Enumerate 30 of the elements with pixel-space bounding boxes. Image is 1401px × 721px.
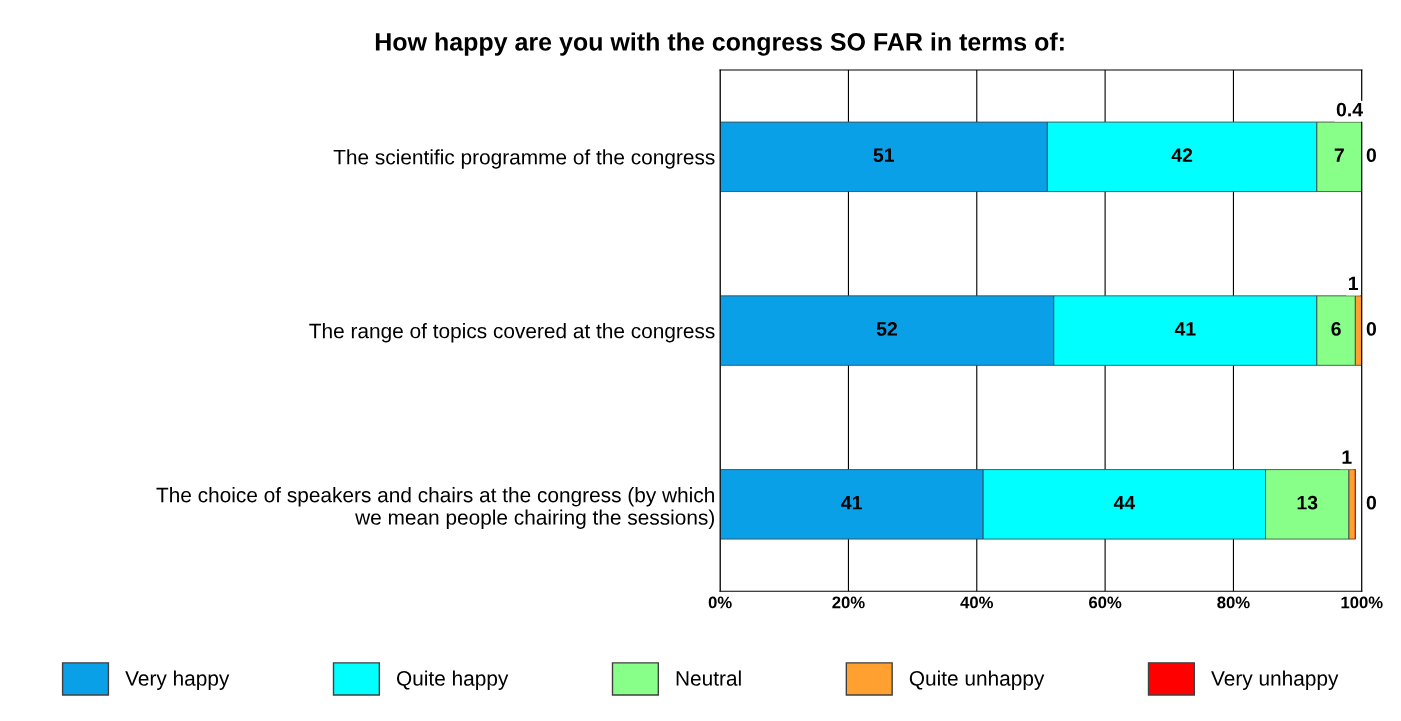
data-label: 7 [1334, 148, 1344, 162]
legend-label: Quite unhappy [909, 670, 1045, 690]
legend-label: Neutral [676, 670, 741, 686]
data-label: 52 [876, 322, 897, 336]
data-label: 0 [1366, 148, 1377, 163]
data-label: 41 [841, 495, 862, 510]
data-label: 1 [1342, 450, 1352, 464]
y-tick-label: The range of topics covered at the congress [309, 323, 715, 343]
legend-label: Quite happy [396, 670, 509, 690]
x-tick-label: 60% [1089, 596, 1122, 609]
legend-label: Very unhappy [1211, 670, 1339, 690]
chart-title: How happy are you with the congress SO FAR in terms of: [375, 32, 1064, 56]
data-label: 0 [1366, 495, 1377, 510]
y-tick-label: The choice of speakers and chairs at the congress (by which we mean people chairing the sessions) [156, 487, 714, 529]
x-tick-label: 100% [1341, 596, 1383, 609]
x-tick-label: 40% [960, 596, 994, 609]
data-label: 44 [1113, 495, 1136, 510]
data-label: 1 [1348, 276, 1359, 291]
legend-label: Very happy [125, 670, 230, 690]
x-tick-label: 20% [832, 596, 865, 609]
data-label: 13 [1297, 495, 1318, 510]
y-tick-label: The scientific programme of the congress [333, 149, 715, 169]
x-tick-label: 0% [708, 596, 732, 609]
data-label: 51 [873, 148, 895, 163]
data-label: 0 [1366, 322, 1377, 336]
data-label: 6 [1331, 322, 1341, 336]
data-label: 42 [1171, 148, 1193, 162]
x-tick-label: 80% [1217, 596, 1250, 609]
data-label: 0.4 [1336, 102, 1363, 117]
data-label: 41 [1174, 322, 1196, 336]
